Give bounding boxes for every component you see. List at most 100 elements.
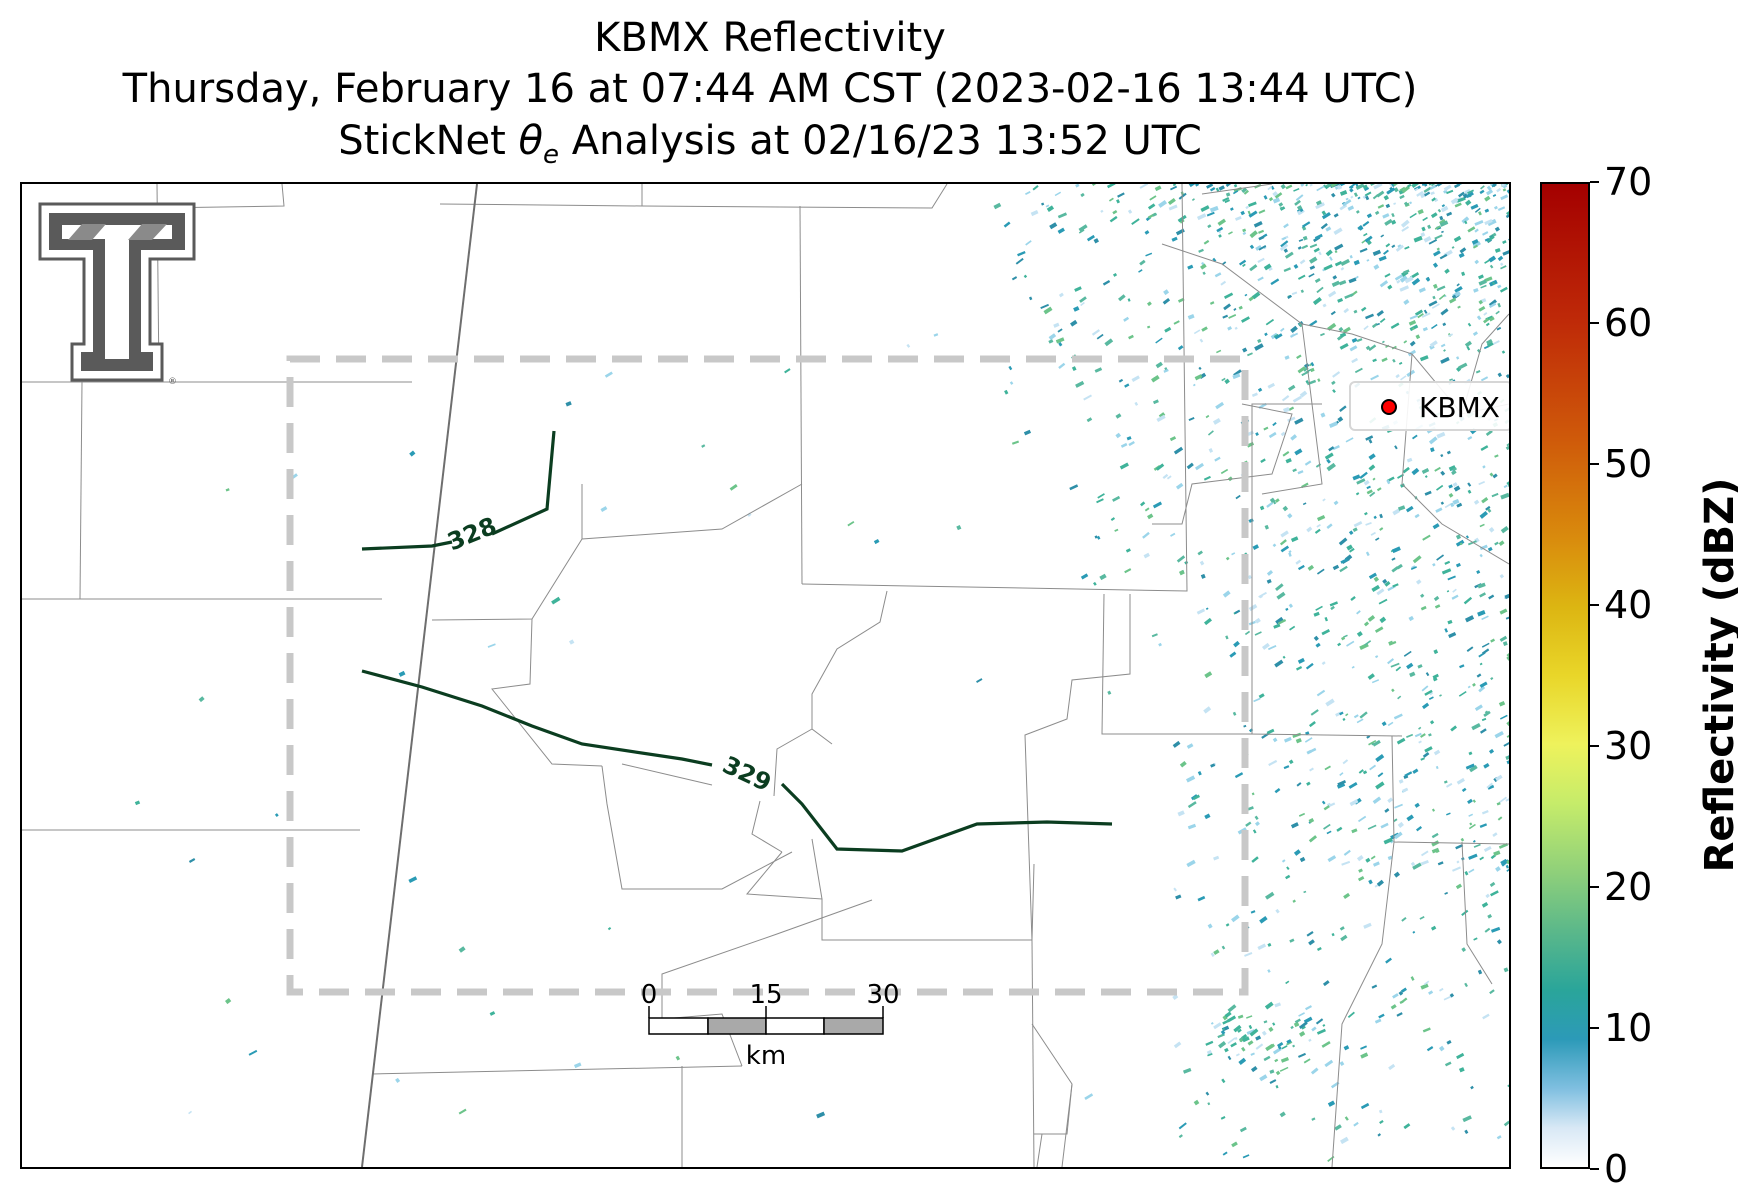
logo-bevel bbox=[68, 224, 167, 240]
scale-bar: 0 15 30 km bbox=[641, 980, 900, 1071]
echo-pixel bbox=[1166, 475, 1172, 480]
echo-pixel bbox=[1448, 492, 1454, 498]
echo-pixel bbox=[1302, 502, 1307, 506]
echo-pixel bbox=[1265, 1043, 1274, 1052]
echo-pixel bbox=[1287, 384, 1296, 392]
echo-pixel bbox=[1169, 436, 1177, 442]
echo-pixel bbox=[1204, 671, 1213, 679]
echo-pixel bbox=[1374, 626, 1384, 633]
echo-pixel bbox=[1467, 435, 1473, 441]
echo-pixel bbox=[1334, 1124, 1342, 1131]
echo-pixel bbox=[1257, 276, 1264, 282]
echo-pixel bbox=[1075, 380, 1085, 388]
echo-pixel bbox=[1484, 237, 1490, 242]
echo-pixel bbox=[1346, 544, 1353, 551]
echo-pixel bbox=[1025, 240, 1032, 246]
echo-pixel bbox=[1264, 1001, 1274, 1010]
echo-pixel bbox=[1431, 832, 1439, 839]
echo-pixel bbox=[1494, 454, 1499, 458]
echo-pixel bbox=[1282, 505, 1289, 512]
echo-pixel bbox=[1384, 273, 1391, 278]
echo-pixel bbox=[1482, 231, 1489, 236]
echo-pixel bbox=[1475, 369, 1481, 374]
echo-pixel bbox=[1471, 723, 1481, 731]
echo-pixel bbox=[1351, 828, 1358, 834]
county-line bbox=[821, 863, 1035, 941]
colorbar-tick-label: 0 bbox=[1604, 1147, 1629, 1191]
echo-pixel bbox=[1492, 281, 1496, 286]
echo-pixel bbox=[1415, 579, 1422, 585]
echo-pixel bbox=[1274, 787, 1281, 794]
echo-pixel bbox=[1434, 234, 1443, 240]
echo-pixel bbox=[1364, 235, 1373, 243]
echo-pixel bbox=[1348, 530, 1354, 535]
colorbar-title: Reflectivity (dBZ) bbox=[1697, 477, 1738, 873]
echo-pixel bbox=[487, 643, 496, 648]
echo-pixel bbox=[1242, 228, 1247, 233]
echo-pixel bbox=[1506, 719, 1509, 726]
echo-pixel bbox=[1290, 332, 1299, 338]
echo-pixel bbox=[1482, 465, 1486, 469]
echo-pixel bbox=[1486, 782, 1493, 789]
echo-pixel bbox=[1453, 485, 1461, 492]
echo-pixel bbox=[1248, 1024, 1253, 1030]
echo-pixel bbox=[1355, 209, 1360, 214]
echo-pixel bbox=[1162, 297, 1171, 305]
echo-pixel bbox=[1199, 560, 1205, 566]
echo-pixel bbox=[1455, 366, 1462, 372]
echo-pixel bbox=[1439, 694, 1442, 697]
radar-map[interactable]: 328 329 ® 0 15 30 km KBMX bbox=[20, 182, 1511, 1169]
echo-pixel bbox=[1315, 200, 1322, 206]
echo-pixel bbox=[1396, 1012, 1403, 1017]
echo-pixel bbox=[1500, 194, 1509, 201]
echo-pixel bbox=[1377, 1133, 1382, 1137]
echo-pixel bbox=[701, 444, 706, 448]
echo-pixel bbox=[1023, 429, 1032, 436]
map-legend: KBMX bbox=[1349, 381, 1509, 431]
echo-pixel bbox=[1243, 724, 1247, 728]
echo-pixel bbox=[1254, 815, 1259, 821]
echo-pixel bbox=[1112, 495, 1121, 502]
echo-pixel bbox=[1446, 1040, 1452, 1045]
echo-pixel bbox=[1399, 194, 1405, 200]
echo-pixel bbox=[1177, 345, 1184, 351]
echo-pixel bbox=[1434, 604, 1441, 609]
county-line bbox=[641, 184, 948, 209]
echo-pixel bbox=[1255, 1043, 1264, 1050]
echo-pixel bbox=[1461, 947, 1467, 952]
echo-pixel bbox=[1363, 922, 1372, 929]
echo-pixel bbox=[1312, 297, 1322, 306]
echo-pixel bbox=[1496, 801, 1501, 806]
echo-pixel bbox=[1309, 184, 1313, 187]
echo-pixel bbox=[1311, 1026, 1317, 1032]
echo-pixel bbox=[1435, 507, 1443, 513]
echo-pixel bbox=[1119, 462, 1129, 470]
echo-pixel bbox=[1238, 305, 1243, 310]
echo-pixel bbox=[1146, 325, 1151, 329]
echo-pixel bbox=[1227, 1037, 1236, 1045]
echo-pixel bbox=[1455, 844, 1464, 850]
echo-pixel bbox=[1285, 980, 1290, 985]
echo-pixel bbox=[1325, 249, 1333, 257]
echo-pixel bbox=[1467, 482, 1472, 487]
echo-pixel bbox=[1288, 550, 1292, 554]
echo-pixel bbox=[1506, 732, 1509, 738]
echo-pixel bbox=[1287, 294, 1293, 299]
echo-pixel bbox=[1032, 185, 1039, 191]
echo-pixel bbox=[1420, 733, 1426, 738]
echo-pixel bbox=[1364, 511, 1368, 516]
echo-pixel bbox=[1495, 774, 1503, 782]
echo-pixel bbox=[1112, 272, 1118, 277]
echo-pixel bbox=[1456, 196, 1466, 203]
echo-pixel bbox=[1187, 313, 1195, 320]
echo-pixel bbox=[1383, 249, 1389, 255]
echo-pixel bbox=[1363, 232, 1368, 237]
echo-pixel bbox=[1502, 641, 1508, 647]
echo-pixel bbox=[1058, 292, 1064, 298]
echo-pixel bbox=[1490, 926, 1501, 933]
echo-pixel bbox=[1348, 184, 1356, 189]
echo-pixel bbox=[1394, 445, 1398, 450]
echo-pixel bbox=[1246, 1029, 1256, 1035]
echo-pixel bbox=[1397, 821, 1404, 828]
echo-pixel bbox=[1362, 770, 1368, 775]
